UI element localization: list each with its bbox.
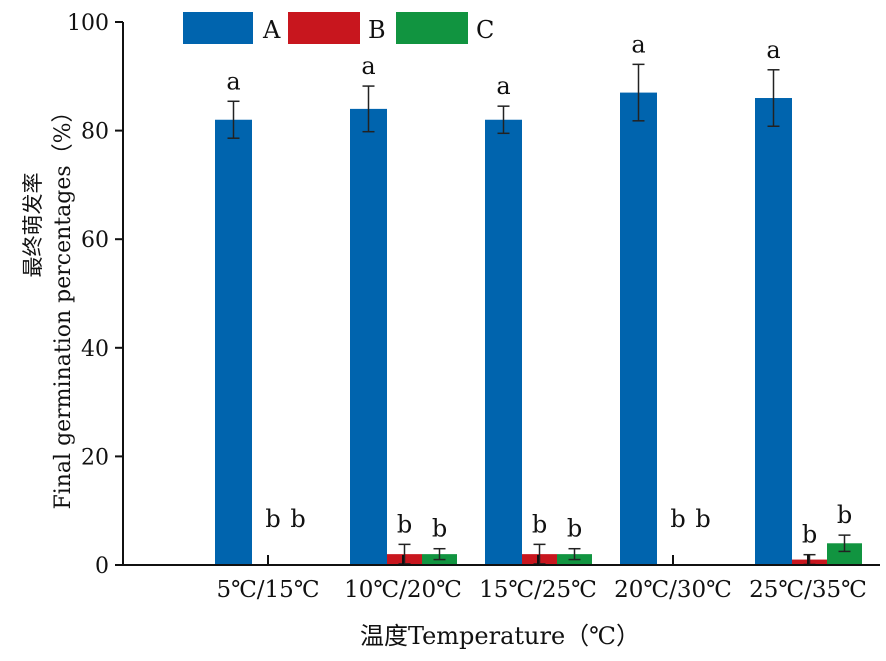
significance-letter: b [397, 510, 412, 538]
significance-letter: b [290, 505, 305, 533]
y-tick-label: 100 [67, 11, 109, 36]
legend-label-A: A [262, 16, 281, 44]
legend-swatch-B [288, 12, 360, 44]
significance-letter: a [766, 36, 780, 64]
significance-letter: b [265, 505, 280, 533]
significance-letter: b [802, 521, 817, 549]
x-tick-label: 10℃/20℃ [344, 577, 462, 603]
x-tick-label: 25℃/35℃ [749, 577, 867, 603]
bar-A [620, 92, 657, 565]
y-tick-label: 40 [81, 337, 109, 362]
significance-letter: a [496, 72, 510, 100]
significance-letter: b [670, 505, 685, 533]
legend-label-B: B [368, 16, 386, 44]
y-tick-label: 80 [81, 120, 109, 145]
x-tick-label: 15℃/25℃ [479, 577, 597, 603]
x-tick-label: 20℃/30℃ [614, 577, 732, 603]
y-axis-label-cn: 最终萌发率 [21, 173, 45, 278]
significance-letter: b [695, 505, 710, 533]
legend-label-C: C [476, 16, 494, 44]
bar-C [827, 543, 862, 565]
bar-A [215, 119, 252, 566]
bar-A [755, 98, 792, 566]
bar-A [485, 119, 522, 566]
legend: A B C [183, 12, 494, 44]
y-tick-label: 0 [95, 554, 109, 579]
y-tick-label: 20 [81, 445, 109, 470]
significance-letter: a [361, 52, 375, 80]
significance-letter: b [837, 501, 852, 529]
significance-letter: b [567, 515, 582, 543]
x-tick-label: 5℃/15℃ [216, 577, 319, 603]
legend-swatch-A [183, 12, 253, 44]
axes: 0 20 40 60 80 100 5℃/15℃ 10℃/20℃ 15℃/25℃ 20℃/30℃ 2… [67, 11, 880, 603]
significance-letter: b [432, 515, 447, 543]
significance-letter: a [226, 67, 240, 95]
legend-swatch-C [396, 12, 468, 44]
x-axis-label: 温度Temperature（℃） [360, 622, 640, 650]
y-tick-label: 60 [81, 228, 109, 253]
significance-letter: b [532, 510, 547, 538]
y-axis-label: Final germination percentages（%） [51, 100, 76, 509]
bar-A [350, 108, 387, 565]
significance-letter: a [631, 30, 645, 58]
